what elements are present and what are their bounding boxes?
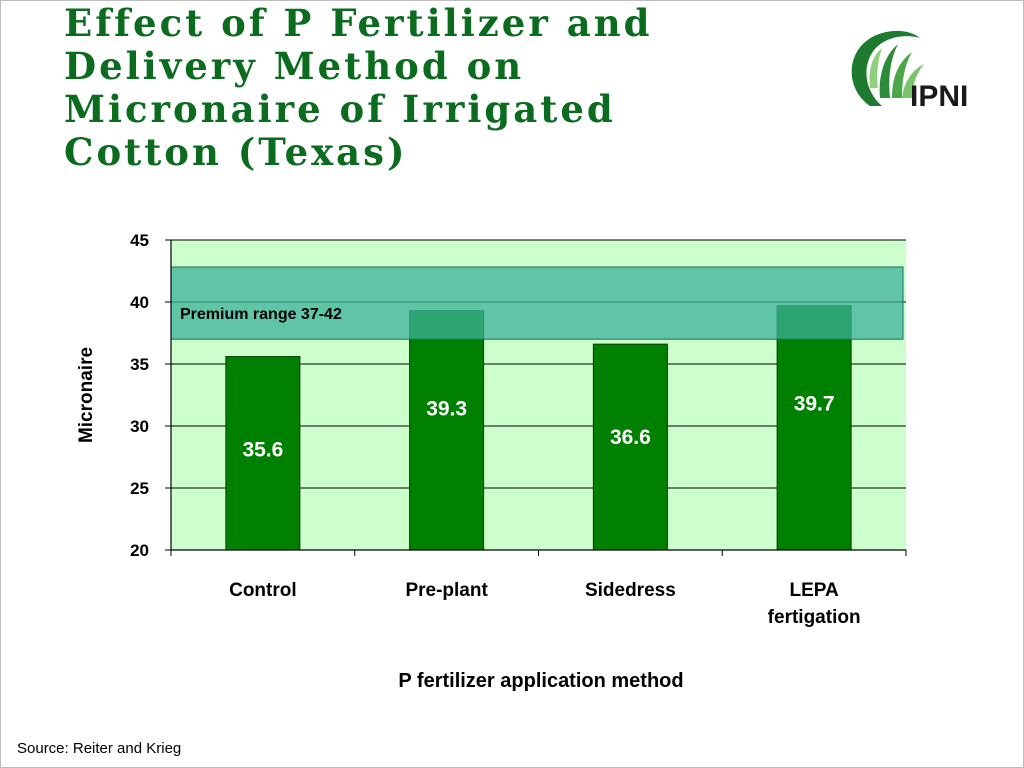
logo-grass-2 — [892, 52, 912, 98]
data-label: 35.6 — [242, 439, 283, 462]
x-tick-label: Control — [229, 580, 297, 601]
y-tick-label: 40 — [130, 293, 149, 312]
axes — [165, 239, 907, 556]
bar — [776, 305, 852, 551]
y-tick-label: 35 — [130, 355, 149, 374]
x-tick-label-line: Control — [229, 580, 297, 601]
x-tick-labels: Control Pre-plant Sidedress LEPA fertigation — [229, 580, 860, 628]
x-tick-label: Sidedress — [585, 580, 676, 601]
x-tick-label-line: Sidedress — [585, 580, 676, 601]
title-line-3: Micronaire of Irrigated — [64, 87, 616, 131]
y-tick-label: 20 — [130, 541, 149, 560]
bar — [592, 343, 668, 551]
y-tick-label: 30 — [130, 417, 149, 436]
y-axis-title: Micronaire — [76, 347, 97, 443]
title-line-1: Effect of P Fertilizer and — [64, 1, 653, 45]
data-label: 36.6 — [610, 426, 651, 449]
x-tick-label-line: Pre-plant — [405, 580, 488, 601]
x-tick-label: LEPA fertigation — [768, 580, 861, 628]
x-tick-label-line: fertigation — [768, 607, 861, 628]
premium-range-band — [170, 266, 904, 340]
bar — [409, 310, 485, 551]
logo-grass-1 — [879, 44, 898, 98]
data-label: 39.3 — [426, 398, 467, 421]
bar — [225, 356, 301, 551]
logo-grass-3 — [902, 64, 924, 98]
y-tick-label: 25 — [130, 479, 149, 498]
premium-range-label: Premium range 37-42 — [180, 306, 342, 323]
bars — [225, 305, 852, 551]
y-tick-label: 45 — [130, 231, 149, 250]
logo-grass-4 — [869, 48, 882, 88]
logo-text: IPNI — [910, 80, 968, 113]
x-tick-label: Pre-plant — [405, 580, 488, 601]
source-note: Source: Reiter and Krieg — [17, 740, 182, 757]
ipni-logo: IPNI — [851, 30, 968, 113]
page-title: Effect of P Fertilizer and Delivery Meth… — [64, 2, 824, 174]
x-tick-label-line: LEPA — [789, 580, 839, 601]
x-axis-title: P fertilizer application method — [398, 670, 683, 692]
data-labels: 35.6 39.3 36.6 39.7 — [242, 393, 834, 462]
title-line-2: Delivery Method on — [64, 44, 525, 88]
logo-swoosh — [851, 30, 920, 106]
data-label: 39.7 — [794, 393, 835, 416]
y-tick-labels: 20 25 30 35 40 45 — [130, 231, 149, 560]
title-line-4: Cotton (Texas) — [64, 130, 408, 174]
